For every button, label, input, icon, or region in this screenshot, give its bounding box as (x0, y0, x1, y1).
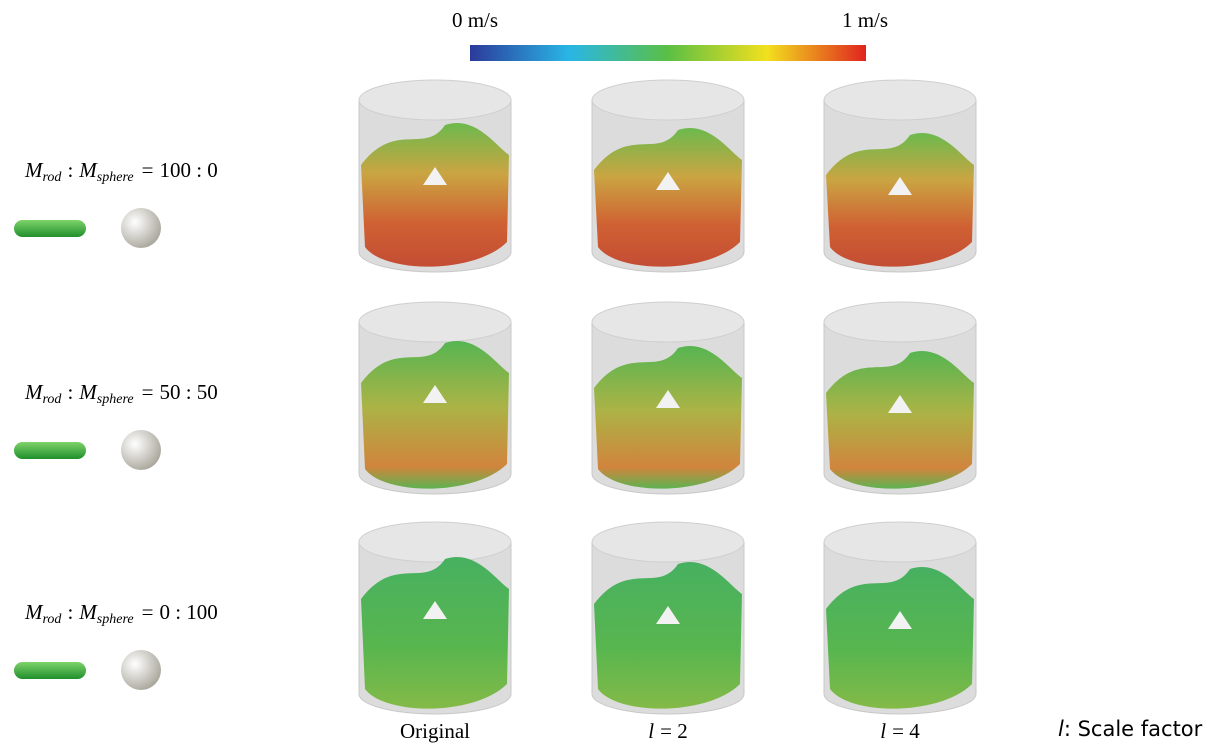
mass-symbol: M (24, 380, 44, 404)
row-label: Mrod:Msphere=0 : 100 (24, 600, 218, 627)
ratio: 0 : 100 (159, 600, 217, 624)
equals: = (142, 380, 154, 404)
cylinder-top (824, 302, 976, 342)
column-label: l= 2 (648, 719, 687, 743)
cylinder-top (359, 522, 511, 562)
colorbar-max-label: 1 m/s (842, 8, 888, 32)
scale-legend: l: Scale factor (1058, 717, 1203, 741)
cylinder-top (592, 522, 744, 562)
rod-icon (14, 662, 86, 679)
sphere-icon (121, 208, 161, 248)
cylinder-top (592, 80, 744, 120)
ratio: 50 : 50 (159, 380, 217, 404)
mass-symbol: M (78, 600, 98, 624)
figure: 0 m/s 1 m/s Mrod:Msphere=100 : 0Mrod:Msp… (0, 0, 1230, 747)
column-symbol: l (648, 719, 654, 743)
ratio: 100 : 0 (159, 158, 217, 182)
column-label: Original (400, 719, 470, 743)
column-value: = 4 (892, 719, 920, 743)
sphere-icon (121, 430, 161, 470)
equals: = (142, 158, 154, 182)
simulation-grid (359, 80, 976, 714)
cylinder-top (824, 80, 976, 120)
colorbar-min-label: 0 m/s (452, 8, 498, 32)
rod-subscript: rod (43, 392, 63, 407)
cylinder-top (824, 522, 976, 562)
rod-subscript: rod (43, 612, 63, 627)
rod-icon (14, 442, 86, 459)
row-label: Mrod:Msphere=100 : 0 (24, 158, 218, 185)
particle-bed (361, 557, 509, 709)
mass-symbol: M (78, 380, 98, 404)
cylinder-top (359, 80, 511, 120)
sphere-icon (121, 650, 161, 690)
sphere-subscript: sphere (97, 612, 134, 627)
row-label: Mrod:Msphere=50 : 50 (24, 380, 218, 407)
equals: = (142, 600, 154, 624)
cylinder-top (592, 302, 744, 342)
separator: : (67, 158, 73, 182)
column-value: = 2 (660, 719, 688, 743)
sphere-subscript: sphere (97, 170, 134, 185)
mass-symbol: M (78, 158, 98, 182)
separator: : (67, 380, 73, 404)
sphere-subscript: sphere (97, 392, 134, 407)
colorbar (470, 45, 866, 61)
separator: : (67, 600, 73, 624)
column-label: l= 4 (880, 719, 920, 743)
legend-label: : Scale factor (1064, 717, 1203, 741)
column-symbol: l (880, 719, 886, 743)
rod-subscript: rod (43, 170, 63, 185)
rod-icon (14, 220, 86, 237)
mass-symbol: M (24, 600, 44, 624)
column-label-text: Original (400, 719, 470, 743)
cylinder-top (359, 302, 511, 342)
mass-symbol: M (24, 158, 44, 182)
